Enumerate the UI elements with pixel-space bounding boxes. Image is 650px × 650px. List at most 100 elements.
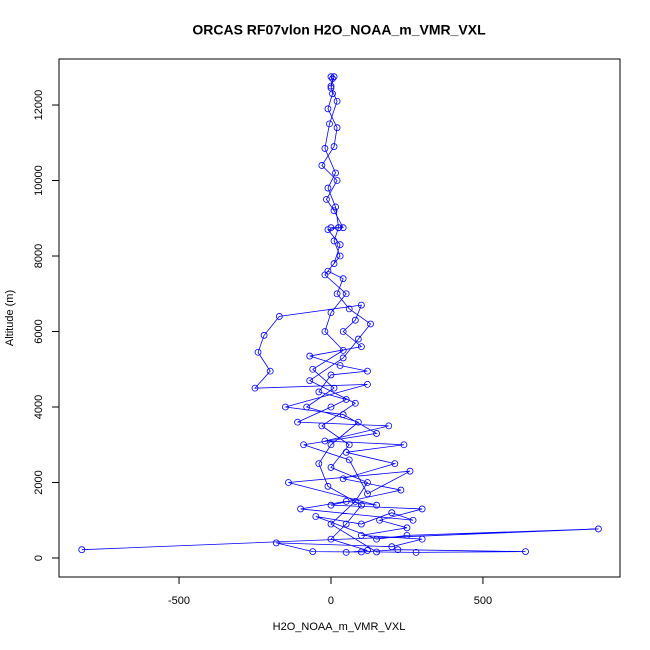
y-tick-label: 6000 [33,319,45,343]
data-point [357,531,365,539]
data-point [403,524,411,532]
data-point [394,546,402,554]
data-point [330,143,338,150]
x-tick-label: 500 [474,595,492,607]
data-point [327,501,335,509]
data-point [330,73,338,81]
data-point [333,290,341,298]
data-point [339,275,347,283]
data-point [339,354,347,362]
y-tick-label: 2000 [33,470,45,494]
data-point [294,418,301,426]
data-point [330,260,338,267]
data-point [309,548,317,555]
data-point [351,497,359,505]
data-point [339,346,347,354]
y-tick-label: 8000 [33,244,45,268]
data-point [336,241,344,249]
data-point [373,501,380,509]
data-point [418,505,426,513]
data-point [330,237,338,245]
data-point [595,525,602,533]
data-point [260,331,268,339]
data-point [354,335,362,343]
data-point [333,177,341,184]
data-point [345,456,353,464]
data-point [376,516,384,524]
data-point [364,479,371,486]
data-point [522,548,529,555]
data-point [327,441,335,449]
data-point [367,320,374,328]
data-point [385,422,393,430]
y-tick-label: 10000 [33,165,45,196]
data-point [351,399,359,407]
data-point [364,547,371,554]
x-axis-label: H2O_NOAA_m_VMR_VXL [273,621,406,633]
data-point [332,203,339,211]
data-point [318,422,326,430]
data-point [324,184,332,192]
data-point [321,328,329,335]
data-line [81,76,599,553]
data-point [364,367,371,375]
data-point [297,505,305,513]
data-point [351,316,359,324]
data-point [327,535,335,543]
data-point [388,509,396,517]
data-point [309,365,317,373]
data-point [327,371,335,379]
data-point [342,396,350,403]
data-point [336,252,344,260]
data-point [275,313,283,320]
data-point [406,467,414,475]
data-point [339,224,347,232]
data-point [373,548,380,556]
data-point [333,124,341,132]
data-point [327,73,335,81]
data-point [329,75,336,82]
data-point [315,460,323,468]
x-tick-label: 0 [328,595,334,607]
data-point [285,479,292,486]
data-point [312,513,320,520]
data-point [333,97,341,105]
data-point [324,482,332,490]
data-point [342,290,350,298]
data-point [409,516,417,524]
data-point [373,535,380,543]
data-point [327,520,335,528]
data-point [266,367,274,375]
y-tick-label: 4000 [33,395,45,419]
data-point [303,403,311,411]
y-axis-label: Altitude (m) [4,290,16,346]
data-point [403,531,411,539]
data-point [327,84,335,92]
plot-frame [58,58,621,578]
data-point [318,162,326,169]
data-point [400,441,408,449]
data-point [412,548,420,556]
y-tick-label: 0 [33,555,45,561]
data-point [326,120,333,128]
data-point [354,418,362,426]
data-point [357,301,365,309]
data-point [332,169,339,177]
data-point [345,305,353,313]
data-point [339,328,347,335]
data-point [342,448,350,456]
data-point [315,388,323,396]
data-point [282,403,289,411]
data-point [342,497,350,505]
data-point [373,430,380,437]
data-point [336,362,344,369]
data-point [397,486,405,494]
y-tick-label: 12000 [33,90,45,121]
data-point [357,520,365,528]
data-point [342,548,350,556]
data-point [78,546,86,554]
data-point [300,441,308,449]
data-point [321,145,329,152]
